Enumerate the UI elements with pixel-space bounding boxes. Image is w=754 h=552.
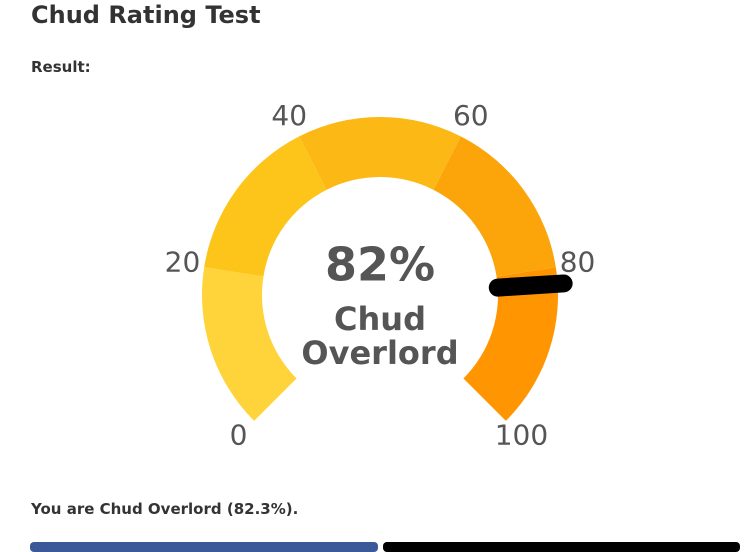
gauge-band [433,136,556,277]
gauge-band [463,267,558,421]
tick-label: 80 [560,246,596,279]
tick-label: 100 [495,418,548,451]
share-button[interactable] [383,542,740,552]
result-label: Result: [31,58,91,76]
value-label: 82% [325,238,435,292]
result-name: Chud [334,300,426,338]
needle [488,274,573,297]
page-title: Chud Rating Test [31,1,261,29]
result-name: Overlord [301,334,458,372]
share-button[interactable] [30,542,378,552]
gauge-band [204,136,327,277]
gauge-band [299,117,461,190]
tick-label: 0 [230,418,248,451]
tick-label: 20 [165,246,201,279]
tick-label: 60 [453,99,489,132]
tick-label: 40 [271,99,307,132]
result-text: You are Chud Overlord (82.3%). [31,500,299,518]
gauge-band [202,267,297,421]
